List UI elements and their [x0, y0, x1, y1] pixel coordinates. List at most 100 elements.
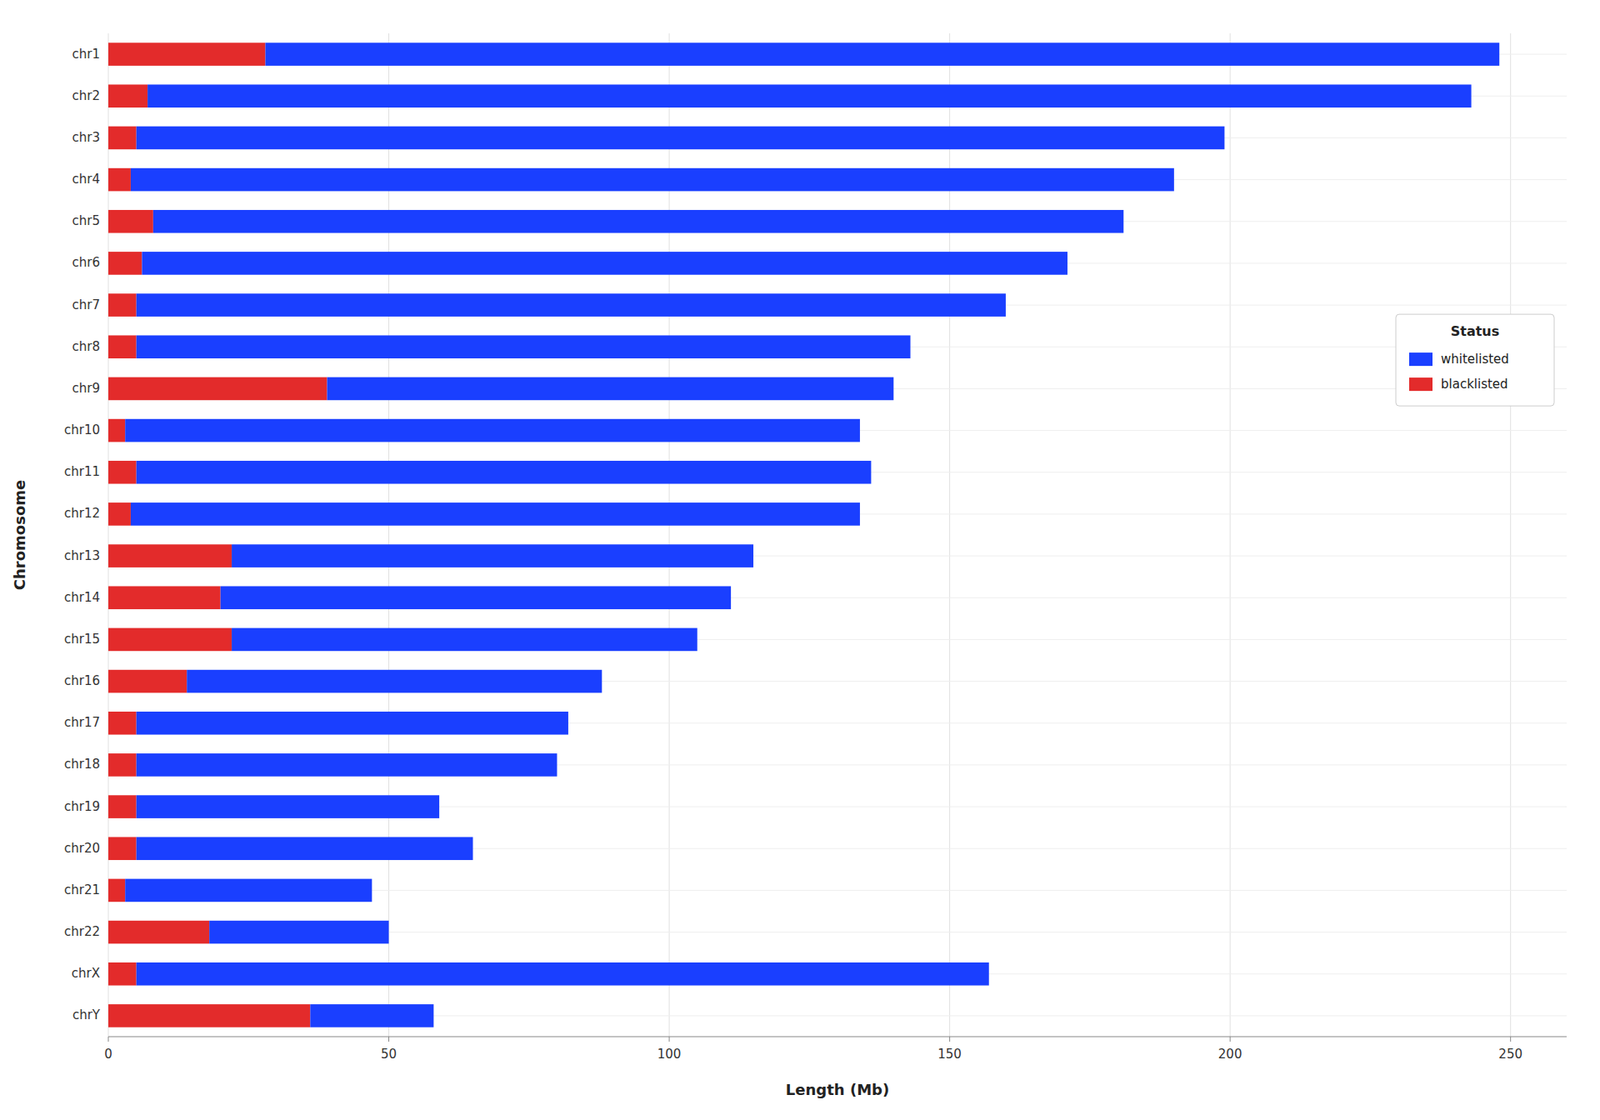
- x-tick: [388, 1036, 390, 1042]
- y-tick-label: chr18: [64, 756, 100, 772]
- y-tick-label: chr3: [72, 130, 100, 145]
- x-tick: [949, 1036, 950, 1042]
- bar-segment: [130, 502, 860, 526]
- legend: Status whitelisted blacklisted: [1395, 314, 1555, 406]
- bar-segment: [310, 1004, 434, 1028]
- y-tick-label: chr21: [64, 882, 100, 898]
- legend-entry: whitelisted: [1440, 351, 1510, 367]
- bar-segment: [108, 293, 137, 317]
- bar-segment: [327, 377, 895, 401]
- bar-segment: [108, 753, 137, 777]
- bar-segment: [125, 419, 860, 443]
- bar-segment: [186, 670, 602, 694]
- legend-box: [1395, 314, 1555, 406]
- bar-segment: [136, 293, 1006, 317]
- axes: 0 50 100 150 200 250 chr1 chr2 chr3 chr4 chr5 chr6 c…: [64, 46, 1567, 1062]
- y-tick-label: chr10: [64, 422, 100, 438]
- bar-segment: [108, 84, 148, 108]
- bar-segment: [108, 711, 137, 735]
- bar-segment: [108, 419, 125, 443]
- y-tick-label: chr17: [64, 715, 100, 730]
- bar-segment: [136, 711, 569, 735]
- x-grid-line: [1230, 33, 1231, 1037]
- bar-segment: [231, 628, 698, 652]
- bar-segment: [108, 962, 137, 986]
- y-tick-label: chr9: [72, 380, 100, 396]
- chart: 0 50 100 150 200 250 chr1 chr2 chr3 chr4 chr5 chr6 c…: [0, 0, 1600, 1120]
- bar-segment: [108, 670, 187, 694]
- bar-segment: [108, 335, 137, 359]
- x-tick: [1510, 1036, 1511, 1042]
- x-tick-label: 0: [104, 1046, 113, 1062]
- y-tick-label: chr14: [64, 590, 100, 605]
- x-tick-label: 100: [657, 1046, 682, 1062]
- bar-segment: [136, 753, 558, 777]
- bar-segment: [209, 920, 389, 945]
- y-tick-label: chr13: [64, 548, 100, 564]
- bar-segment: [108, 628, 232, 652]
- y-tick-label: chrY: [72, 1007, 101, 1023]
- bar-segment: [108, 251, 142, 275]
- x-tick-label: 50: [380, 1046, 397, 1062]
- legend-title: Status: [1450, 323, 1500, 340]
- grid: [108, 33, 1567, 1037]
- bar-segment: [130, 168, 1175, 192]
- y-tick-label: chr2: [72, 88, 100, 104]
- x-tick-label: 250: [1498, 1046, 1523, 1062]
- y-tick-label: chr6: [72, 255, 100, 270]
- bar-segment: [108, 920, 210, 945]
- y-tick-label: chr15: [64, 631, 100, 647]
- bar-segment: [147, 84, 1471, 108]
- x-tick-label: 200: [1218, 1046, 1243, 1062]
- y-tick-label: chr16: [64, 673, 100, 689]
- bar-segment: [231, 544, 754, 568]
- bar-segment: [108, 879, 125, 903]
- y-tick-label: chr19: [64, 799, 100, 815]
- x-axis-line: [108, 1036, 1567, 1038]
- bar-segment: [265, 42, 1500, 66]
- bar-segment: [108, 126, 137, 150]
- bar-segment: [220, 585, 732, 610]
- y-axis-label: Chromosome: [10, 480, 29, 590]
- bar-segment: [108, 460, 137, 485]
- bar-segment: [136, 460, 872, 485]
- bar-segment: [136, 126, 1225, 150]
- x-tick: [108, 1036, 110, 1042]
- y-tick-label: chr11: [64, 464, 100, 480]
- x-tick-label: 150: [937, 1046, 962, 1062]
- y-tick-label: chr5: [72, 213, 100, 229]
- bar-segment: [125, 879, 372, 903]
- y-tick-label: chr4: [72, 171, 100, 187]
- bar-segment: [108, 168, 131, 192]
- bar-segment: [108, 502, 131, 526]
- bar-segment: [136, 795, 440, 819]
- bar-segment: [108, 42, 265, 66]
- bar-segment: [108, 795, 137, 819]
- legend-swatch: [1409, 377, 1433, 391]
- bar-segment: [108, 544, 232, 568]
- x-grid-line: [1510, 33, 1511, 1037]
- x-tick: [669, 1036, 670, 1042]
- bar-segment: [108, 585, 221, 610]
- y-tick-label: chr1: [72, 46, 100, 62]
- bar-segment: [108, 1004, 310, 1028]
- bars: [108, 42, 1500, 1027]
- bar-segment: [141, 251, 1068, 275]
- x-tick: [1230, 1036, 1231, 1042]
- bar-segment: [108, 210, 154, 234]
- bar-segment: [136, 962, 990, 986]
- bar-segment: [153, 210, 1124, 234]
- y-tick-label: chr20: [64, 840, 100, 856]
- bar-segment: [108, 836, 137, 860]
- y-tick-label: chr7: [72, 297, 100, 313]
- x-axis-label: Length (Mb): [785, 1080, 890, 1099]
- bar-segment: [108, 377, 328, 401]
- y-tick-label: chr12: [64, 505, 100, 521]
- legend-swatch: [1409, 352, 1433, 366]
- legend-entry: blacklisted: [1440, 376, 1509, 392]
- y-tick-label: chr8: [72, 339, 100, 355]
- y-tick-label: chrX: [71, 965, 100, 981]
- y-tick-label: chr22: [64, 924, 100, 940]
- bar-segment: [136, 836, 474, 860]
- bar-segment: [136, 335, 911, 359]
